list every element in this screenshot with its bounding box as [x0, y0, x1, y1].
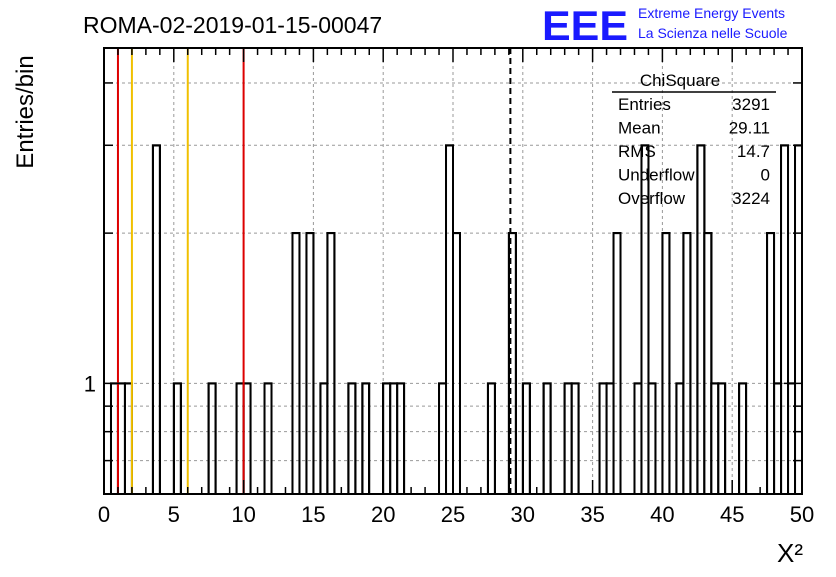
stats-value: 3224: [732, 189, 770, 208]
stats-rows: Entries 3291 Mean 29.11 RMS 14.7 Underflow 0 Ove…: [618, 95, 770, 208]
x-tick-label: 15: [301, 502, 325, 527]
stats-label: Underflow: [618, 166, 695, 185]
chart-title: ROMA-02-2019-01-15-00047: [83, 12, 382, 38]
x-axis-label: X²: [777, 538, 803, 568]
axis-ticks: [103, 48, 803, 494]
threshold-lines: [116, 48, 512, 494]
logo-line-2: La Scienza nelle Scuole: [638, 25, 788, 41]
x-tick-label: 50: [790, 502, 814, 527]
stats-label: Mean: [618, 119, 661, 138]
stats-value: 3291: [732, 95, 770, 114]
logo-line-1: Extreme Energy Events: [638, 5, 785, 21]
x-tick-label: 25: [441, 502, 465, 527]
tick-labels: 0 5 10 15 20 25 30 35 40 45 50 1: [84, 371, 814, 527]
x-tick-label: 40: [650, 502, 674, 527]
y-tick-label: 1: [84, 371, 96, 396]
stats-label: RMS: [618, 142, 656, 161]
stats-box: ChiSquare Entries 3291 Mean 29.11 RMS 14.7 Und…: [612, 71, 776, 208]
stats-title: ChiSquare: [640, 71, 720, 90]
stats-value: 0: [761, 166, 770, 185]
y-axis-label: Entries/bin: [12, 55, 39, 168]
x-tick-label: 35: [580, 502, 604, 527]
x-tick-label: 10: [231, 502, 255, 527]
eee-logo: EEE: [542, 2, 628, 49]
stats-value: 29.11: [729, 119, 770, 138]
stats-label: Overflow: [618, 189, 686, 208]
x-tick-label: 5: [168, 502, 180, 527]
stats-value: 14.7: [737, 142, 770, 161]
x-tick-label: 0: [98, 502, 110, 527]
x-tick-label: 45: [720, 502, 744, 527]
x-tick-label: 20: [371, 502, 395, 527]
x-tick-label: 30: [511, 502, 535, 527]
stats-label: Entries: [618, 95, 671, 114]
